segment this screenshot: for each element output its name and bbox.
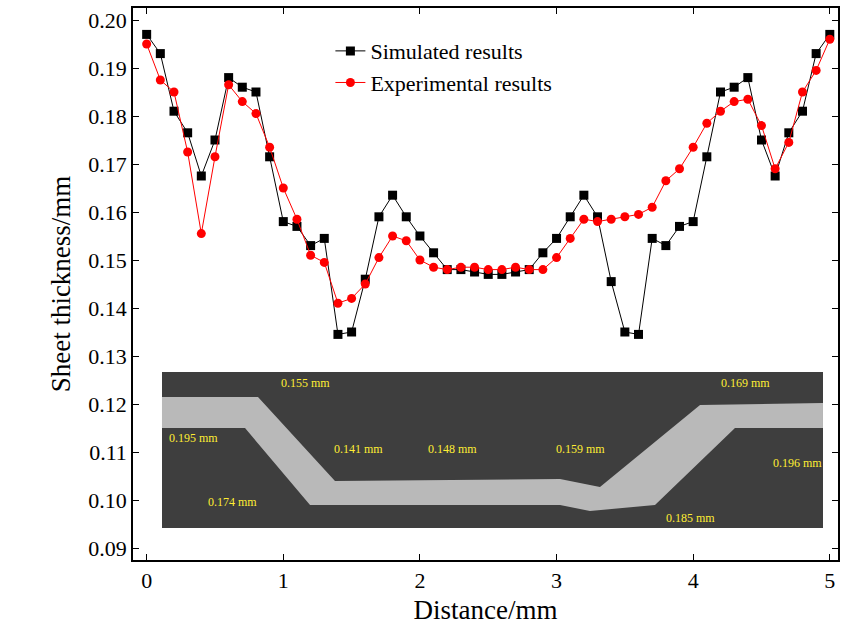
svg-text:0.148 mm: 0.148 mm: [428, 442, 477, 456]
svg-text:0.155 mm: 0.155 mm: [281, 376, 330, 390]
svg-text:0.10: 0.10: [88, 488, 127, 513]
svg-text:0.14: 0.14: [88, 296, 127, 321]
svg-text:0.20: 0.20: [88, 8, 127, 33]
svg-text:3: 3: [551, 568, 562, 593]
svg-text:1: 1: [278, 568, 289, 593]
svg-text:0.141 mm: 0.141 mm: [334, 442, 383, 456]
svg-text:0.09: 0.09: [88, 536, 127, 561]
svg-text:0.159 mm: 0.159 mm: [556, 442, 605, 456]
svg-text:0.19: 0.19: [88, 56, 127, 81]
svg-text:Sheet thickness/mm: Sheet thickness/mm: [46, 176, 76, 393]
svg-text:Distance/mm: Distance/mm: [414, 595, 558, 625]
svg-text:0: 0: [141, 568, 152, 593]
svg-text:0.169 mm: 0.169 mm: [721, 376, 770, 390]
svg-text:0.12: 0.12: [88, 392, 127, 417]
svg-text:Experimental results: Experimental results: [370, 71, 551, 96]
svg-text:0.18: 0.18: [88, 104, 127, 129]
svg-text:0.17: 0.17: [88, 152, 127, 177]
svg-text:2: 2: [414, 568, 425, 593]
svg-text:5: 5: [824, 568, 835, 593]
svg-text:0.16: 0.16: [88, 200, 127, 225]
svg-text:0.174 mm: 0.174 mm: [208, 495, 257, 509]
svg-text:Simulated results: Simulated results: [370, 39, 522, 64]
svg-text:0.13: 0.13: [88, 344, 127, 369]
svg-text:0.196 mm: 0.196 mm: [773, 456, 822, 470]
svg-text:4: 4: [688, 568, 699, 593]
svg-text:0.185 mm: 0.185 mm: [666, 511, 715, 525]
svg-text:0.195 mm: 0.195 mm: [169, 431, 218, 445]
svg-text:0.15: 0.15: [88, 248, 127, 273]
svg-text:0.11: 0.11: [89, 440, 127, 465]
